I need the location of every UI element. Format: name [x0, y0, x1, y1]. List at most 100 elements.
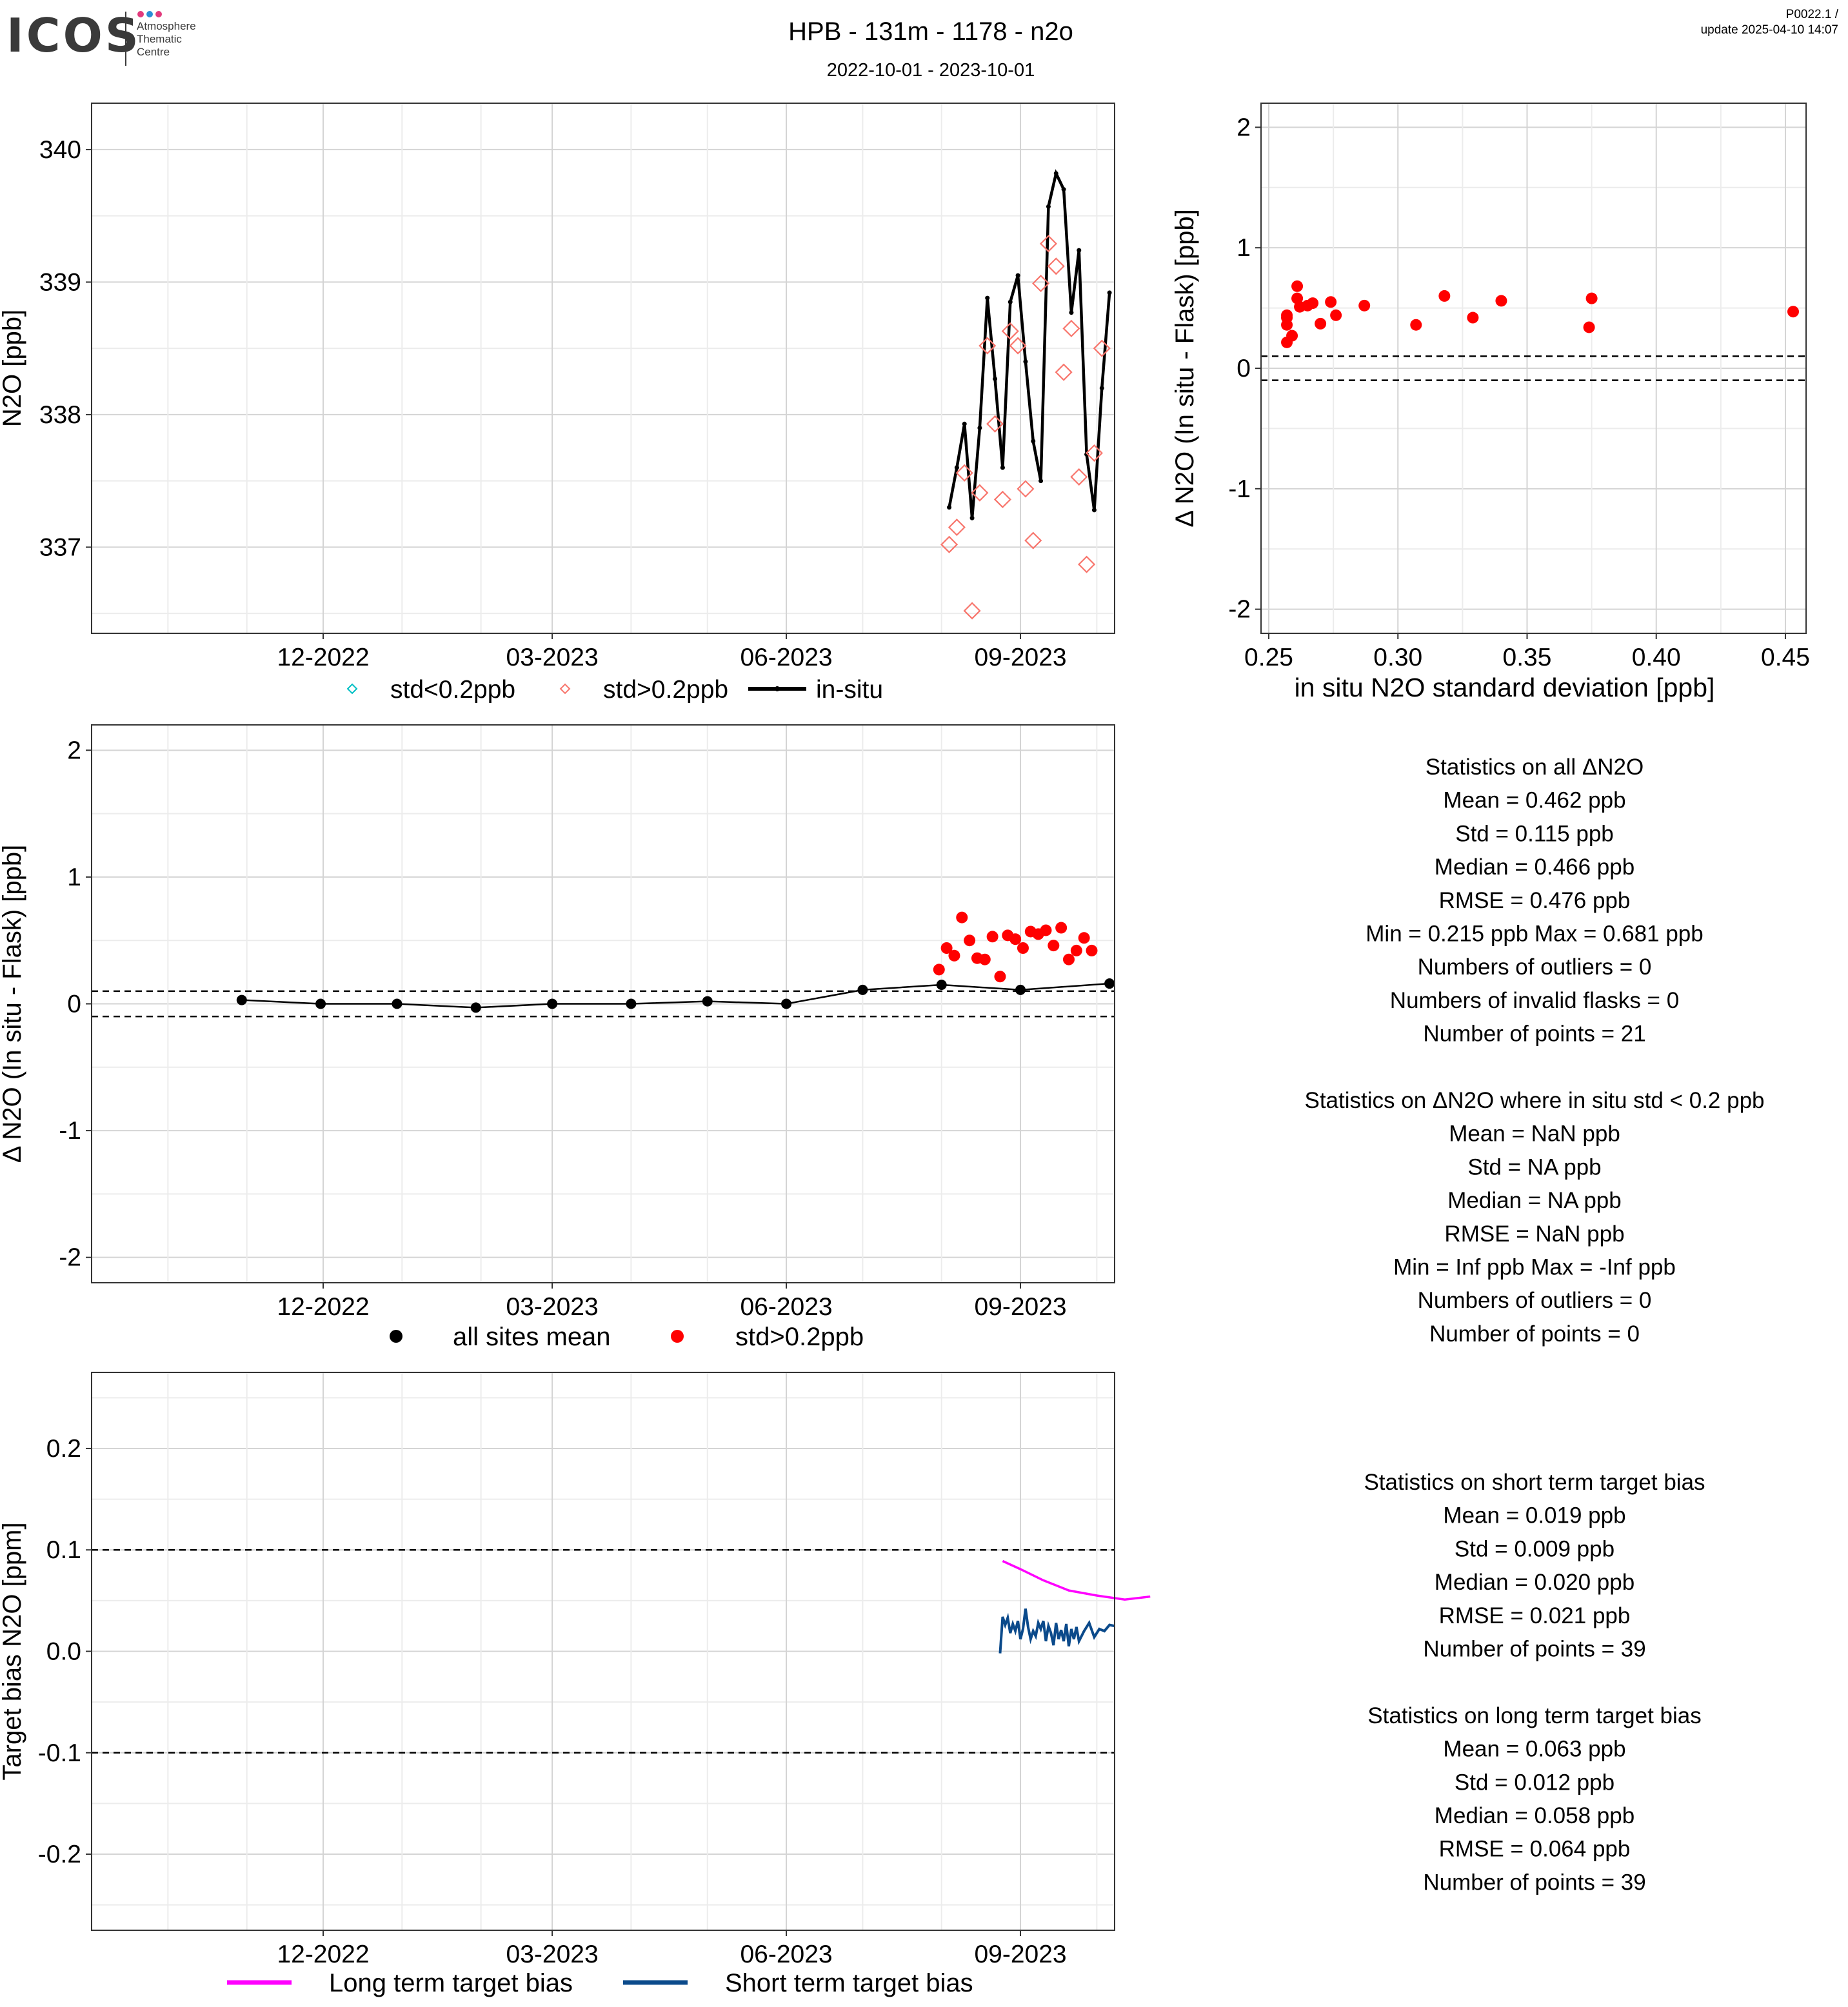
ts-y-tick-label: 339 [39, 268, 81, 296]
flask-high-std-marker [1032, 274, 1050, 293]
insitu-point [1069, 310, 1074, 315]
sites-mean-point [236, 994, 247, 1005]
delta-high-std-point [948, 949, 960, 962]
flask-high-std-marker [971, 484, 989, 502]
sc-x-axis-label: in situ N2O standard deviation [ppb] [1295, 673, 1715, 702]
flask-high-std-marker [1047, 257, 1065, 275]
ts-y-tick-label: 338 [39, 401, 81, 429]
logo-dot-blue [146, 11, 153, 17]
tb-y-tick-label: 0.2 [46, 1435, 81, 1463]
sc-y-axis-label: Δ N2O (In situ - Flask) [ppb] [1171, 209, 1199, 528]
version-label: P0022.1 / [1786, 8, 1839, 21]
sites-mean-line [241, 982, 1110, 1009]
insitu-point [947, 505, 952, 510]
delta-high-std-point [1055, 922, 1068, 934]
stats-delta-line: Numbers of outliers = 0 [1418, 1288, 1652, 1313]
stats-delta-line: Std = 0.115 ppb [1455, 821, 1614, 846]
insitu-point [993, 376, 998, 381]
insitu-point [1000, 465, 1005, 470]
legend-key-std-low [346, 683, 358, 695]
stats-target-line: Statistics on long term target bias [1367, 1703, 1701, 1728]
logo-sub-1: Atmosphere [137, 20, 196, 32]
stats-delta-block: Statistics on all ΔN2O Mean = 0.462 ppb St… [1304, 755, 1764, 1347]
ts-x-tick-label: 12-2022 [277, 644, 369, 671]
sc-delta-point [1787, 306, 1799, 318]
logo-dot-pink [137, 11, 144, 17]
ts-y-axis-label: N2O [ppb] [0, 310, 26, 427]
sc-delta-point [1438, 290, 1451, 302]
sc-delta-point [1315, 317, 1327, 330]
sites-mean-point [1104, 978, 1115, 989]
delta-high-std-point [1009, 933, 1022, 945]
sc-delta-point [1325, 296, 1337, 308]
tb-x-tick-label: 12-2022 [277, 1941, 369, 1968]
legend-key-std-high [559, 683, 571, 695]
tb-x-tick-label: 03-2023 [506, 1941, 599, 1968]
dt-y-tick-label: -2 [59, 1244, 81, 1272]
flask-high-std-marker [986, 415, 1004, 433]
sites-mean-point [857, 984, 868, 995]
insitu-point [969, 515, 975, 520]
flask-high-std-marker [1085, 444, 1103, 462]
sites-mean-point [626, 998, 637, 1009]
insitu-line [948, 169, 1111, 519]
insitu-point [985, 295, 990, 301]
stats-target-line: Mean = 0.019 ppb [1443, 1503, 1625, 1528]
tb-y-tick-label: -0.1 [38, 1739, 81, 1767]
sc-delta-point [1291, 280, 1304, 292]
dt-y-tick-label: 0 [67, 991, 81, 1018]
stats-delta-line: Mean = NaN ppb [1449, 1122, 1620, 1147]
logo-dot-red [155, 11, 162, 17]
ts-x-tick-label: 03-2023 [506, 644, 599, 671]
sc-delta-point [1583, 321, 1595, 333]
insitu-point [1077, 248, 1082, 253]
sites-mean-point [1015, 984, 1026, 995]
stats-delta-line: Numbers of outliers = 0 [1418, 954, 1652, 980]
flask-high-std-marker [955, 464, 973, 482]
dt-x-tick-label: 09-2023 [974, 1293, 1066, 1321]
sc-delta-point [1410, 319, 1422, 331]
stats-target-line: Std = 0.009 ppb [1455, 1536, 1615, 1561]
logo-sub-3: Centre [137, 46, 170, 58]
stats-delta-line: Min = Inf ppb Max = -Inf ppb [1393, 1255, 1676, 1280]
ts-x-tick-label: 09-2023 [974, 644, 1066, 671]
delta-high-std-point [933, 964, 945, 976]
flask-high-std-marker [1001, 322, 1019, 341]
insitu-point [977, 425, 982, 430]
sites-mean-point [315, 998, 326, 1009]
sc-delta-point [1585, 292, 1598, 304]
flask-high-std-marker [948, 519, 966, 537]
flask-high-std-marker [963, 602, 981, 620]
insitu-point [1046, 204, 1051, 209]
insitu-point [1008, 299, 1013, 304]
insitu-point [1061, 187, 1066, 192]
sc-delta-point [1281, 309, 1293, 321]
delta-time-panel: 12-2022 03-2023 06-2023 09-2023 -2 -1 0 1 2 Δ N2O… [0, 724, 1115, 1351]
stats-target-line: Number of points = 39 [1423, 1637, 1645, 1662]
ts-y-tick-label: 337 [39, 533, 81, 561]
flask-high-std-marker [1078, 555, 1096, 573]
dt-y-tick-label: 2 [67, 737, 81, 764]
stats-delta-line: RMSE = 0.476 ppb [1439, 888, 1631, 913]
stats-delta-line: Statistics on all ΔN2O [1426, 755, 1644, 780]
stats-delta-line: Statistics on ΔN2O where in situ std < 0… [1304, 1088, 1764, 1113]
stats-target-line: RMSE = 0.021 ppb [1439, 1603, 1631, 1628]
tb-y-tick-label: -0.2 [38, 1841, 81, 1868]
flask-high-std-marker [1093, 339, 1111, 357]
ts-border [91, 103, 1115, 634]
delta-high-std-point [986, 931, 999, 943]
short-term-bias-line [999, 1608, 1115, 1654]
insitu-point [1015, 273, 1020, 278]
insitu-point [1023, 359, 1028, 364]
stats-target-line: RMSE = 0.064 ppb [1439, 1837, 1631, 1862]
delta-high-std-point [994, 971, 1006, 983]
delta-high-std-point [1070, 944, 1082, 956]
flask-high-std-marker [1062, 319, 1080, 337]
dt-y-tick-label: 1 [67, 864, 81, 891]
insitu-point [1099, 386, 1104, 391]
tb-x-tick-label: 06-2023 [740, 1941, 832, 1968]
sc-delta-point [1307, 297, 1319, 310]
insitu-point [1038, 479, 1044, 484]
tb-y-tick-label: 0.0 [46, 1638, 81, 1666]
